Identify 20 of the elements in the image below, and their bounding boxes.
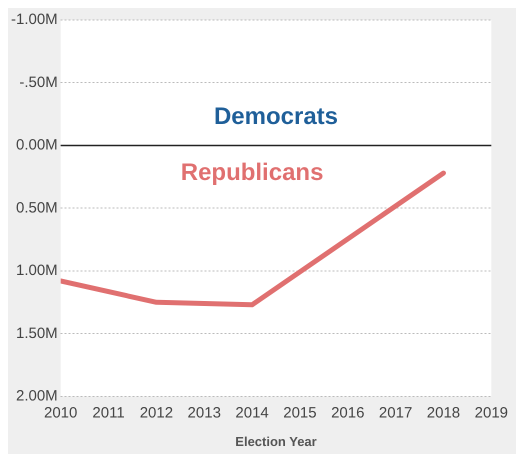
text: Republicans xyxy=(180,159,324,186)
x-tick-label: 2012 xyxy=(140,404,174,422)
y-tick-label: 1.00M xyxy=(16,262,58,280)
x-axis-title: Election Year xyxy=(235,434,317,449)
x-tick-label: 2014 xyxy=(235,404,269,422)
x-tick-label: 2018 xyxy=(426,404,460,422)
y-tick-label: -1.00M xyxy=(10,11,58,28)
y-tick-label: -.50M xyxy=(19,74,58,91)
y-tick-label: 0.00M xyxy=(16,136,58,154)
x-tick-label: 2019 xyxy=(474,404,508,422)
y-tick-label: 2.00M xyxy=(16,388,58,405)
annotation: Democrats xyxy=(214,103,338,130)
x-tick-label: 2013 xyxy=(188,404,221,422)
x-tick-label: 2016 xyxy=(331,404,364,422)
x-tick-label: 2015 xyxy=(283,404,317,422)
x-tick-label: 2010 xyxy=(44,404,78,422)
x-tick-label: 2017 xyxy=(378,404,412,422)
y-tick-label: 0.50M xyxy=(16,199,58,216)
y-tick-label: 1.50M xyxy=(16,324,58,342)
x-tick-label: 2011 xyxy=(92,404,125,422)
